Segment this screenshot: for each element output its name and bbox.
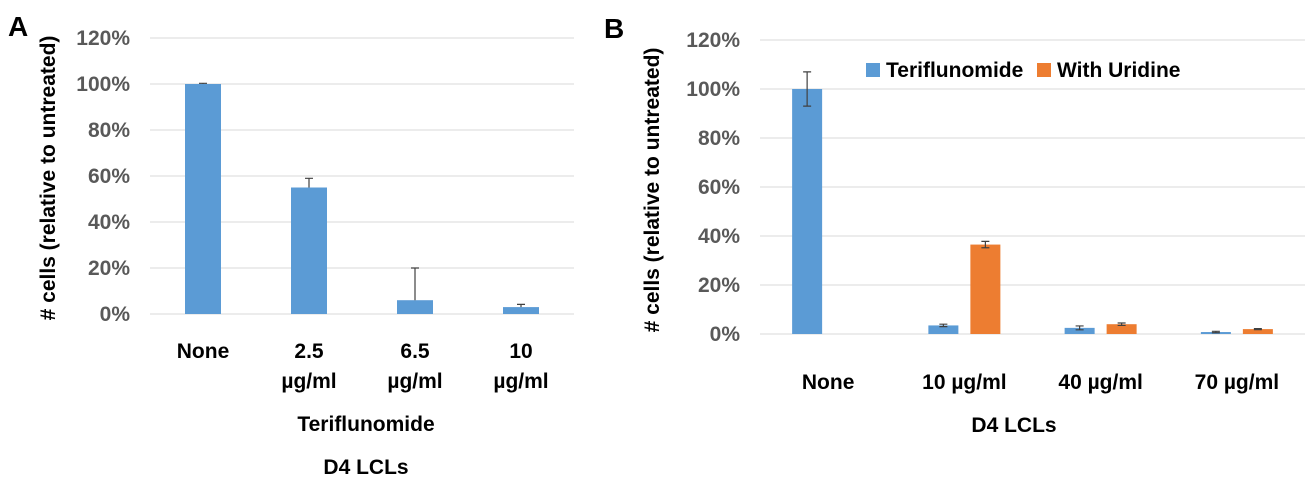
bar xyxy=(792,89,823,334)
legend-swatch xyxy=(866,63,880,77)
panel-b-letter: B xyxy=(604,13,624,44)
error-bar xyxy=(305,177,313,188)
bar xyxy=(1064,327,1095,334)
bar xyxy=(291,187,327,314)
error-bar xyxy=(199,82,207,84)
panel-b-xlabel: D4 LCLs xyxy=(971,414,1056,437)
panel-b-legend: Teriflunomide With Uridine xyxy=(866,59,1180,82)
bar xyxy=(970,244,1001,334)
error-bar xyxy=(1253,328,1262,331)
bar xyxy=(1106,324,1137,334)
y-tick-label: 120% xyxy=(76,27,130,50)
legend-label: With Uridine xyxy=(1057,59,1180,82)
panel-a-ylabel: # cells (relative to untreated) xyxy=(37,36,60,321)
legend-label: Teriflunomide xyxy=(886,59,1023,82)
chart-panel-a: A # cells (relative to untreated) 0% 20% 4… xyxy=(8,11,574,478)
y-tick-label: 0% xyxy=(100,303,131,326)
x-tick-label: 6.5 xyxy=(400,340,430,363)
y-tick-label: 0% xyxy=(710,323,741,346)
error-bar xyxy=(517,303,525,308)
error-bar xyxy=(1117,322,1126,327)
y-tick-label: 60% xyxy=(88,165,130,188)
panel-b-ylabel: # cells (relative to untreated) xyxy=(641,48,664,333)
y-tick-label: 80% xyxy=(88,119,130,142)
x-tick-label: µg/ml xyxy=(493,370,548,393)
y-tick-label: 80% xyxy=(698,127,740,150)
error-bar xyxy=(1211,330,1220,334)
y-tick-label: 40% xyxy=(88,211,130,234)
y-tick-label: 20% xyxy=(88,257,130,280)
bar xyxy=(928,325,959,334)
bar xyxy=(397,300,433,314)
error-bar xyxy=(411,267,419,301)
panel-b-categories: None 10 µg/ml 40 µg/ml 70 µg/ml xyxy=(802,371,1279,394)
chart-panel-b: B # cells (relative to untreated) 0% 20% 4… xyxy=(604,13,1305,437)
x-tick-label: 70 µg/ml xyxy=(1195,371,1279,394)
panel-b-gridlines xyxy=(760,39,1305,335)
error-bar xyxy=(939,323,948,328)
x-tick-label: 10 xyxy=(509,340,532,363)
error-bar xyxy=(1075,325,1084,331)
legend-swatch xyxy=(1037,63,1051,77)
x-tick-label: 2.5 xyxy=(294,340,324,363)
bar xyxy=(503,307,539,314)
panel-a-xlabel-line2: D4 LCLs xyxy=(323,456,408,478)
panel-a-yticks: 0% 20% 40% 60% 80% 100% 120% xyxy=(76,27,130,326)
error-bar xyxy=(803,71,812,107)
panel-a-letter: A xyxy=(8,11,28,42)
y-tick-label: 20% xyxy=(698,274,740,297)
y-tick-label: 60% xyxy=(698,176,740,199)
panel-a-xlabel-line1: Teriflunomide xyxy=(297,413,434,436)
y-tick-label: 100% xyxy=(76,73,130,96)
panel-a-categories: None 2.5 µg/ml 6.5 µg/ml 10 µg/ml xyxy=(177,340,549,393)
bar xyxy=(185,84,221,314)
x-tick-label: None xyxy=(177,340,230,363)
panel-b-yticks: 0% 20% 40% 60% 80% 100% 120% xyxy=(686,29,740,346)
x-tick-label: 10 µg/ml xyxy=(922,371,1006,394)
y-tick-label: 40% xyxy=(698,225,740,248)
y-tick-label: 100% xyxy=(686,78,740,101)
x-tick-label: µg/ml xyxy=(387,370,442,393)
x-tick-label: µg/ml xyxy=(281,370,336,393)
x-tick-label: None xyxy=(802,371,855,394)
panel-a-bars xyxy=(185,82,539,314)
panel-b-bars xyxy=(792,71,1273,334)
y-tick-label: 120% xyxy=(686,29,740,52)
error-bar xyxy=(981,240,990,249)
bar xyxy=(1242,329,1273,334)
x-tick-label: 40 µg/ml xyxy=(1058,371,1142,394)
